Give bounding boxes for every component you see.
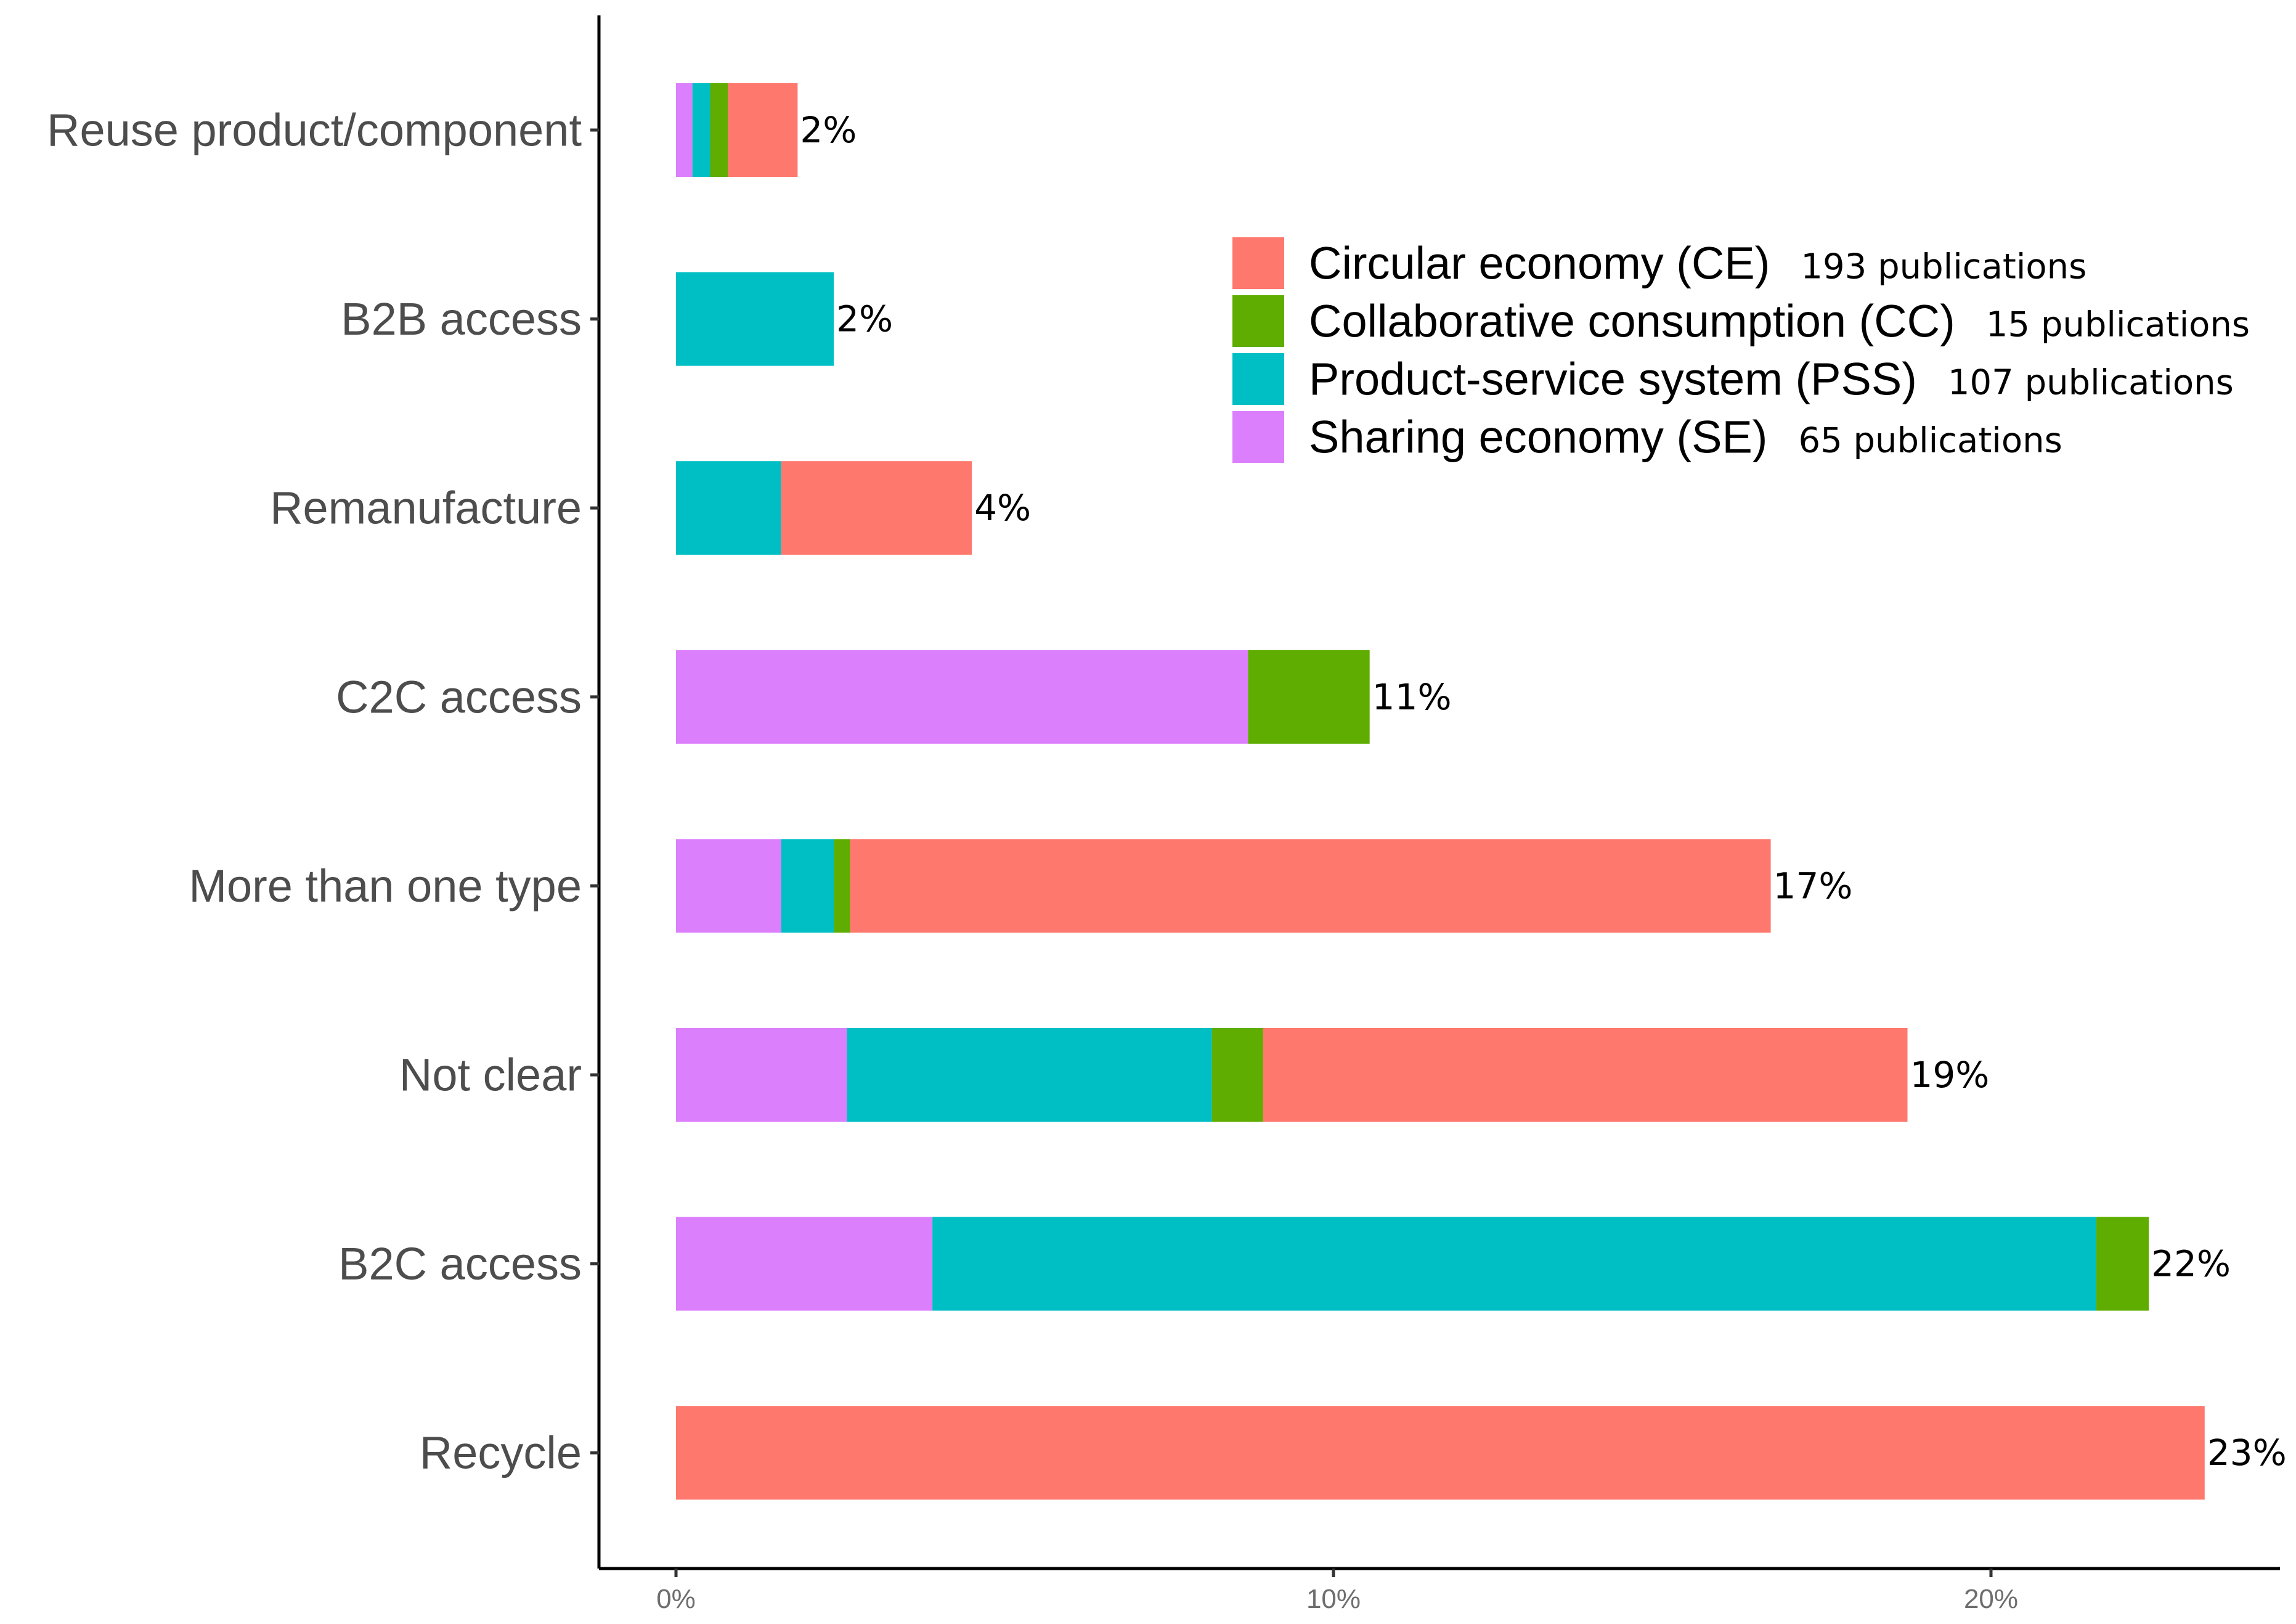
total-label-b2b-access: 2% [836,298,893,340]
y-tick-label-c2c-access: C2C access [336,671,582,722]
total-label-more-than-one-type: 17% [1773,865,1853,907]
y-tick-label-recycle: Recycle [420,1427,582,1479]
bar-cc-reuse-product-component [710,83,728,177]
bar-cc-more-than-one-type [834,839,850,933]
legend-count-cc: 15 publications [1986,305,2250,345]
total-labels-layer: 2% 2% 4% 11% 17% 19% 22% 23% [800,109,2286,1474]
bar-pss-reuse-product-component [692,83,710,177]
legend-key-se [1232,411,1284,463]
bar-cc-b2c-access [2096,1217,2149,1311]
y-tick-label-not-clear: Not clear [399,1050,582,1101]
y-tick-label-b2b-access: B2B access [341,293,582,345]
bar-cc-c2c-access [1248,650,1370,744]
legend-count-se: 65 publications [1798,421,2062,461]
legend-count-pss: 107 publications [1948,363,2234,403]
y-tick-label-more-than-one-type: More than one type [189,860,582,912]
legend-key-cc [1232,295,1284,347]
bar-ce-reuse-product-component [728,83,798,177]
bar-se-not-clear [676,1028,847,1122]
x-tick-label-10: 10% [1306,1584,1361,1614]
x-tick-label-20: 20% [1964,1584,2018,1614]
legend-label-pss: Product-service system (PSS) [1309,354,1917,405]
bar-ce-more-than-one-type [850,839,1771,933]
legend-label-se: Sharing economy (SE) [1309,412,1767,463]
total-label-not-clear: 19% [1910,1054,1989,1096]
y-axis: Reuse product/component B2B access Remanuf… [47,15,601,1569]
legend-label-cc: Collaborative consumption (CC) [1309,296,1955,347]
bar-cc-not-clear [1211,1028,1263,1122]
bar-pss-b2b-access [676,272,834,366]
bar-pss-b2c-access [932,1217,2096,1311]
bar-pss-remanufacture [676,461,781,555]
legend-label-ce: Circular economy (CE) [1309,238,1770,289]
legend-count-ce: 193 publications [1801,247,2086,287]
bar-pss-more-than-one-type [781,839,834,933]
total-label-remanufacture: 4% [974,487,1031,529]
bar-ce-remanufacture [781,461,972,555]
legend-key-pss [1232,353,1284,405]
bars-layer [676,83,2205,1500]
bar-se-c2c-access [676,650,1248,744]
y-tick-label-remanufacture: Remanufacture [270,483,582,534]
bar-se-b2c-access [676,1217,933,1311]
bar-ce-not-clear [1263,1028,1908,1122]
total-label-b2c-access: 22% [2151,1243,2231,1285]
x-tick-label-0: 0% [656,1584,696,1614]
legend: Circular economy (CE) 193 publications Col… [1232,237,2250,463]
total-label-c2c-access: 11% [1372,676,1452,718]
legend-key-ce [1232,237,1284,289]
x-axis: 0% 10% 20% [599,1567,2280,1614]
bar-pss-not-clear [847,1028,1212,1122]
bar-se-reuse-product-component [676,83,693,177]
bar-se-more-than-one-type [676,839,781,933]
total-label-recycle: 23% [2207,1432,2287,1474]
bar-ce-recycle [676,1406,2205,1500]
total-label-reuse-product-component: 2% [800,109,857,151]
y-tick-label-reuse-product-component: Reuse product/component [47,105,582,156]
y-tick-label-b2c-access: B2C access [338,1238,582,1289]
